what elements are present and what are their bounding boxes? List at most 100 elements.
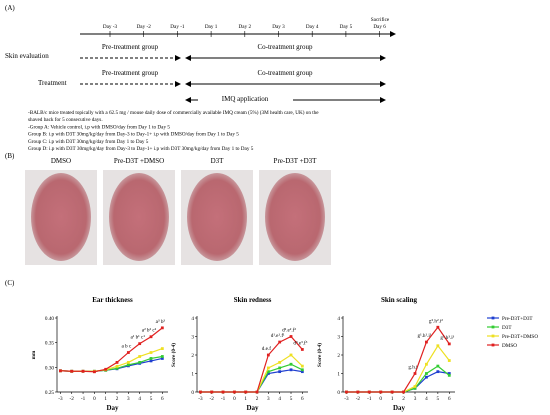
note-line: -Group A: Vehicle control, i.p with DMSO… xyxy=(28,123,170,130)
series-line xyxy=(60,327,163,373)
data-point xyxy=(198,390,202,394)
day-label: Day 4 xyxy=(306,24,319,30)
row-label: Treatment xyxy=(38,79,67,87)
series-line xyxy=(200,335,303,393)
pre-label: Pre-treatment group xyxy=(102,69,159,77)
y-axis-label: Score (0-4) xyxy=(170,343,177,367)
data-point xyxy=(447,373,451,377)
x-tick-label: -3 xyxy=(198,396,203,402)
x-tick-label: 5 xyxy=(290,396,293,402)
annotation: d³.e³.f³ xyxy=(293,339,307,346)
data-point xyxy=(425,375,428,379)
panel-label: (C) xyxy=(5,279,15,287)
data-point xyxy=(425,362,428,366)
y-tick-label: 1 xyxy=(337,372,340,378)
photo-skin xyxy=(187,173,247,261)
data-point xyxy=(160,326,164,330)
series-line xyxy=(200,354,303,393)
day-label: Day 2 xyxy=(239,24,252,30)
data-point xyxy=(221,390,225,394)
y-tick-label: 3 xyxy=(337,335,340,341)
x-axis-label: Day xyxy=(393,404,406,412)
data-point xyxy=(436,325,440,329)
x-tick-label: 6 xyxy=(301,396,304,402)
note-line: -BALB/c mice treated topically with a 62… xyxy=(28,109,319,116)
data-point xyxy=(138,355,142,358)
data-point xyxy=(160,347,164,350)
data-point xyxy=(70,369,74,373)
x-tick-label: 0 xyxy=(379,396,382,402)
x-axis-label: Day xyxy=(246,404,259,412)
x-tick-label: 1 xyxy=(391,396,394,402)
day-label: Day 3 xyxy=(272,24,285,30)
data-point xyxy=(149,335,153,339)
note-line: shaved back for 5 consecutive days. xyxy=(28,116,103,123)
data-point xyxy=(126,363,130,367)
x-tick-label: 0 xyxy=(233,396,236,402)
co-label: Co-treatment group xyxy=(257,43,313,51)
data-point xyxy=(390,390,394,394)
data-point xyxy=(436,344,440,348)
x-tick-label: 0 xyxy=(93,396,96,402)
data-point xyxy=(244,390,248,394)
line-chart: Skin scaling Day Score (0-4) 0 1 2 3 4 -3 -2 -1 0 1 2… xyxy=(316,296,455,412)
data-point xyxy=(149,351,153,354)
data-point xyxy=(58,369,62,373)
x-tick-label: -1 xyxy=(81,396,86,402)
annotation: a³ b³ xyxy=(156,319,166,325)
annotation: d².e².f² xyxy=(282,327,296,334)
data-point xyxy=(104,367,108,371)
data-point xyxy=(413,386,417,390)
imq-bg xyxy=(198,93,293,105)
series-line xyxy=(346,371,450,393)
legend-marker xyxy=(491,325,495,329)
data-point xyxy=(402,390,405,394)
data-point xyxy=(92,370,96,374)
y-tick-label: 4 xyxy=(337,316,340,322)
photo-skin xyxy=(265,173,325,261)
photo-skin xyxy=(109,173,169,261)
day-label: Day 6 xyxy=(373,24,386,30)
x-tick-label: 4 xyxy=(425,396,428,402)
x-tick-label: -1 xyxy=(367,396,372,402)
sacrifice-label: Sacrifice xyxy=(371,16,390,23)
data-point xyxy=(149,359,153,363)
data-point xyxy=(436,364,440,368)
x-tick-label: 6 xyxy=(448,396,451,402)
series-line xyxy=(346,326,450,393)
y-tick-label: 0.35 xyxy=(45,341,54,347)
data-point xyxy=(447,372,451,375)
annotation: g¹.h¹.i¹ xyxy=(417,333,431,339)
series-line xyxy=(200,363,303,393)
photo-label: D3T xyxy=(211,157,225,165)
data-point xyxy=(126,361,130,364)
data-point xyxy=(447,342,451,346)
data-point xyxy=(210,390,214,394)
day-label: Day 5 xyxy=(340,24,353,30)
data-point xyxy=(300,370,304,374)
y-tick-label: 0 xyxy=(191,390,194,396)
photo-label: Pre-D3T +D3T xyxy=(274,157,318,165)
data-point xyxy=(278,370,282,374)
data-point xyxy=(289,353,293,357)
x-tick-label: 2 xyxy=(402,396,405,402)
data-point xyxy=(300,348,304,351)
x-tick-label: 5 xyxy=(437,396,440,402)
data-point xyxy=(138,342,142,346)
data-point xyxy=(115,364,119,368)
data-point xyxy=(138,361,142,364)
y-tick-label: 0.40 xyxy=(45,316,54,322)
note-line: Group B: i.p with D3T 30mg/kg/day from D… xyxy=(28,131,239,138)
chart-title: Skin redness xyxy=(234,296,272,304)
y-tick-label: 0.25 xyxy=(45,390,54,396)
day-label: Day 1 xyxy=(205,24,218,30)
data-point xyxy=(126,351,130,354)
data-point xyxy=(300,368,304,372)
x-tick-label: -3 xyxy=(344,396,349,402)
x-tick-label: 5 xyxy=(150,396,153,402)
data-point xyxy=(413,385,417,388)
data-point xyxy=(425,372,428,375)
legend-marker xyxy=(491,316,495,320)
x-tick-label: -2 xyxy=(70,396,75,402)
annotation: g.h.i xyxy=(408,365,418,371)
